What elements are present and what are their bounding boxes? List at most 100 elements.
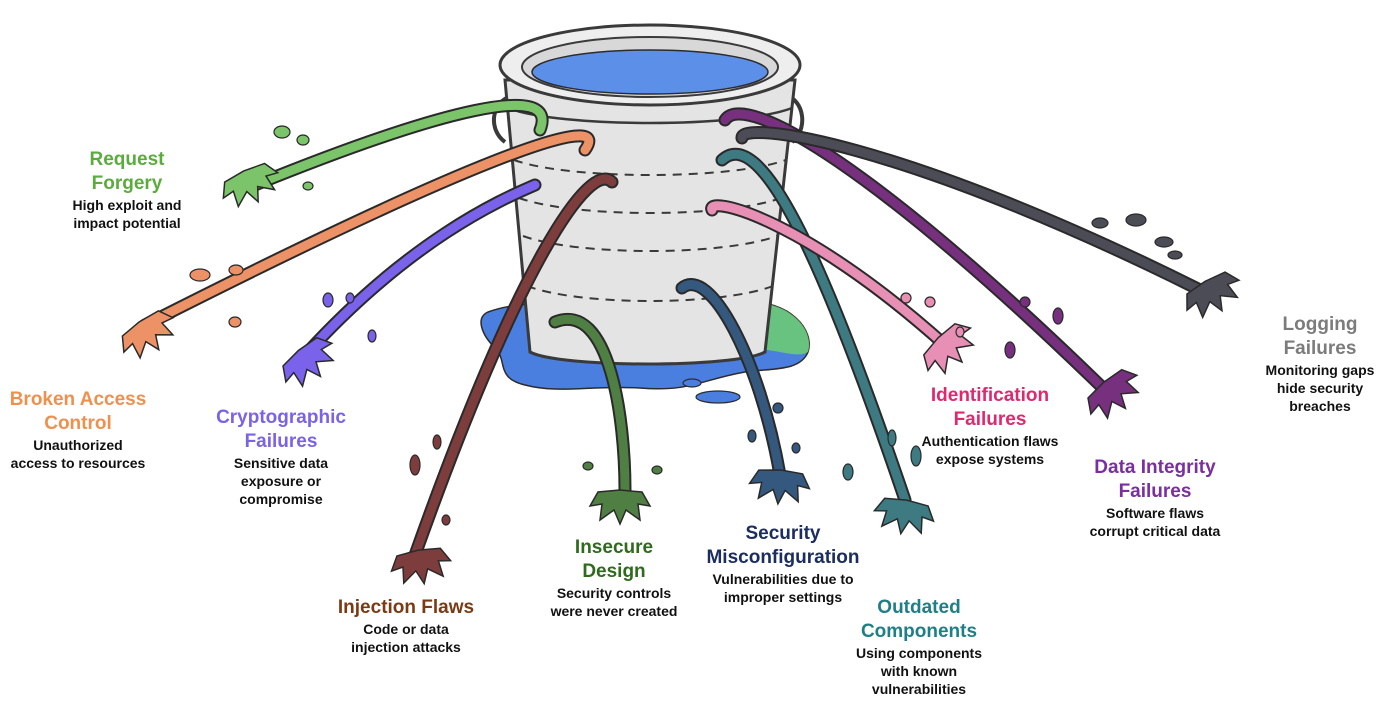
leak-stream-outdated-components	[715, 147, 935, 536]
category-title: Outdated Components	[860, 597, 978, 642]
splash-splat	[1186, 271, 1241, 320]
stream-body	[140, 131, 594, 330]
droplet	[296, 134, 310, 146]
category-title: Broken Access Control	[9, 389, 147, 434]
leak-streams	[121, 98, 1241, 586]
category-title: Injection Flaws	[337, 597, 475, 618]
stream-body	[717, 149, 910, 505]
category-title: Request Forgery	[89, 149, 165, 194]
droplet	[367, 329, 377, 343]
droplet	[1052, 307, 1064, 325]
category-title: Data Integrity Failures	[1094, 457, 1216, 502]
category-description: Software flaws corrupt critical data	[1089, 505, 1221, 539]
leak-stream-logging-failures	[735, 126, 1241, 320]
leak-stream-security-misconfiguration	[675, 278, 811, 506]
label-broken-access-control: Broken Access Control Unauthorized access…	[0, 388, 188, 472]
stream-body	[300, 180, 540, 360]
droplet	[322, 292, 334, 308]
droplet	[1091, 217, 1109, 229]
droplet	[345, 292, 355, 304]
category-description: Sensitive data exposure or compromise	[233, 455, 329, 507]
leak-stream-injection-flaws	[390, 172, 619, 586]
droplet	[228, 264, 244, 276]
label-insecure-design: Insecure Design Security controls were ne…	[504, 536, 724, 620]
stream-body	[250, 100, 547, 190]
label-identification-failures: Identification Failures Authentication fl…	[880, 384, 1100, 468]
label-request-forgery: Request Forgery High exploit and impact p…	[17, 148, 237, 232]
leak-stream-request-forgery	[222, 98, 549, 209]
leak-stream-cryptographic-failures	[282, 178, 542, 389]
splash-splat	[1087, 368, 1140, 421]
droplet	[1154, 236, 1174, 248]
droplet	[1004, 341, 1016, 359]
leak-stream-insecure-design	[548, 313, 663, 526]
label-data-integrity-failures: Data Integrity Failures Software flaws co…	[1045, 456, 1265, 540]
droplet	[900, 292, 912, 304]
stream-body	[720, 109, 1115, 400]
droplet	[273, 125, 291, 139]
category-description: Unauthorized access to resources	[10, 437, 146, 471]
droplet	[842, 463, 854, 481]
category-description: Code or data injection attacks	[351, 621, 461, 655]
droplet	[441, 514, 451, 526]
droplet	[189, 268, 211, 282]
droplet	[228, 316, 242, 328]
stream-outline	[248, 98, 549, 192]
bucket	[491, 23, 805, 366]
leak-stream-identification-failures	[705, 199, 976, 376]
category-title: Security Misconfiguration	[706, 523, 860, 568]
category-description: Using components with known vulnerabilit…	[855, 645, 982, 697]
droplet	[924, 296, 936, 308]
droplet	[772, 402, 784, 414]
category-title: Identification Failures	[930, 385, 1050, 430]
stream-body	[707, 201, 950, 350]
droplet	[1019, 296, 1031, 308]
category-description: Monitoring gaps hide security breaches	[1265, 362, 1375, 414]
category-description: Authentication flaws expose systems	[921, 433, 1059, 467]
droplet	[651, 465, 663, 475]
droplet	[302, 181, 314, 191]
stream-body	[410, 174, 617, 560]
droplet	[409, 454, 421, 476]
droplet	[432, 434, 442, 450]
puddle-droplet	[682, 378, 702, 388]
bucket-seam	[518, 197, 782, 214]
label-outdated-components: Outdated Components Using components with…	[809, 596, 1029, 698]
splash-splat	[748, 469, 811, 506]
label-cryptographic-failures: Cryptographic Failures Sensitive data exp…	[171, 406, 391, 508]
category-description: High exploit and impact potential	[72, 197, 182, 231]
category-title: Logging Failures	[1282, 314, 1358, 359]
droplet	[1167, 250, 1183, 260]
label-logging-failures: Logging Failures Monitoring gaps hide sec…	[1210, 313, 1383, 415]
bucket-body	[503, 78, 797, 366]
leak-stream-data-integrity-failures	[718, 107, 1140, 421]
splash-splat	[121, 309, 175, 360]
bucket-seam	[526, 285, 774, 302]
droplet	[1125, 213, 1147, 227]
droplet	[582, 461, 594, 471]
splash-splat	[390, 547, 453, 586]
droplet	[887, 429, 897, 447]
stream-body	[737, 128, 1205, 295]
splash-splat	[872, 497, 935, 536]
bucket-seam	[522, 235, 778, 252]
puddle-droplet	[695, 390, 741, 404]
category-title: Insecure Design	[574, 537, 654, 582]
category-description: Vulnerabilities due to improper settings	[712, 571, 854, 605]
leak-stream-broken-access-control	[121, 129, 596, 360]
droplet	[955, 326, 965, 338]
category-description: Security controls were never created	[550, 585, 678, 619]
splash-splat	[588, 489, 652, 526]
droplet	[791, 442, 801, 454]
droplet	[910, 445, 922, 467]
splash-splat	[282, 336, 335, 389]
stream-body	[550, 315, 630, 495]
category-title: Cryptographic Failures	[216, 407, 346, 452]
droplet	[747, 429, 757, 443]
label-injection-flaws: Injection Flaws Code or data injection at…	[296, 596, 516, 656]
label-security-misconfiguration: Security Misconfiguration Vulnerabilities…	[673, 522, 893, 606]
bucket-water	[531, 49, 769, 95]
stream-body	[677, 280, 785, 480]
splash-splat	[222, 162, 280, 209]
